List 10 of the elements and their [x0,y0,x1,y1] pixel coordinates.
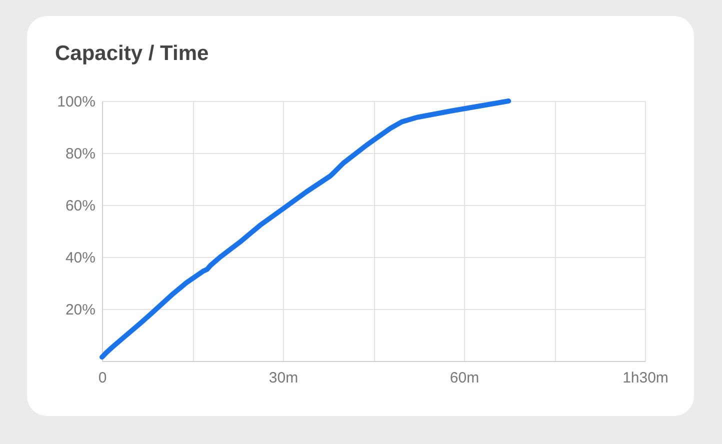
x-tick-label: 1h30m [622,370,668,386]
y-tick-label: 100% [57,94,96,110]
x-tick-label: 0 [98,370,107,386]
y-tick-label: 40% [65,250,96,266]
y-tick-label: 80% [65,146,96,162]
x-tick-label: 30m [268,370,298,386]
y-tick-label: 60% [65,198,96,214]
y-tick-label: 20% [65,302,96,318]
x-tick-label: 60m [450,370,480,386]
chart-title: Capacity / Time [55,42,209,65]
